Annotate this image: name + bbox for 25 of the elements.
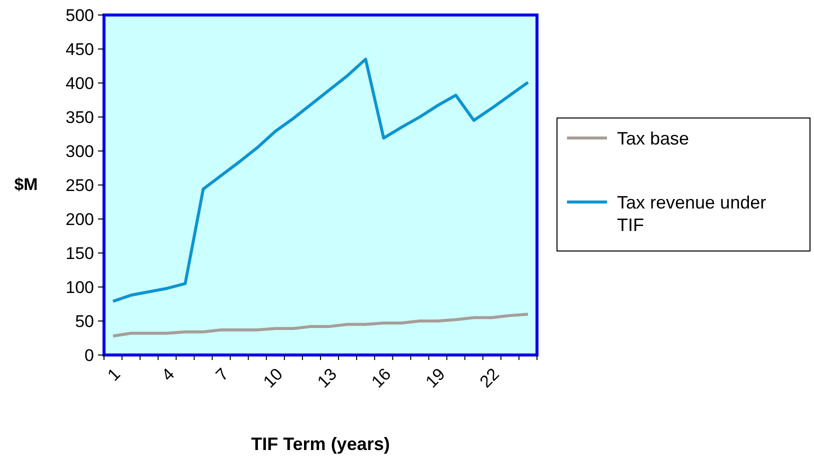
y-tick-label: 50 [75, 312, 94, 331]
y-tick-label: 500 [66, 6, 94, 25]
x-tick-label: 22 [476, 364, 503, 392]
y-tick-label: 150 [66, 244, 94, 263]
y-tick-label: 0 [84, 346, 94, 365]
legend-label: Tax base [617, 128, 690, 148]
x-tick-label: 10 [260, 364, 286, 392]
y-tick-label: 350 [66, 108, 94, 127]
x-tick-label: 1 [104, 364, 124, 385]
x-tick-label: 16 [368, 364, 395, 392]
x-tick-label: 4 [158, 364, 178, 385]
y-axis-title: $M [14, 175, 38, 194]
legend-label: Tax revenue under TIF [617, 192, 766, 235]
x-axis-title: TIF Term (years) [251, 434, 390, 454]
x-tick-label: 19 [422, 364, 449, 392]
line-series [112, 312, 530, 338]
y-tick-label: 250 [66, 176, 94, 195]
line-series [112, 58, 530, 303]
y-tick-label: 450 [66, 40, 94, 59]
x-tick-label: 7 [212, 364, 232, 385]
y-tick-label: 400 [66, 74, 94, 93]
y-tick-label: 300 [66, 142, 94, 161]
y-tick-label: 100 [66, 278, 94, 297]
x-tick-label: 13 [314, 364, 341, 392]
y-tick-label: 200 [66, 210, 94, 229]
